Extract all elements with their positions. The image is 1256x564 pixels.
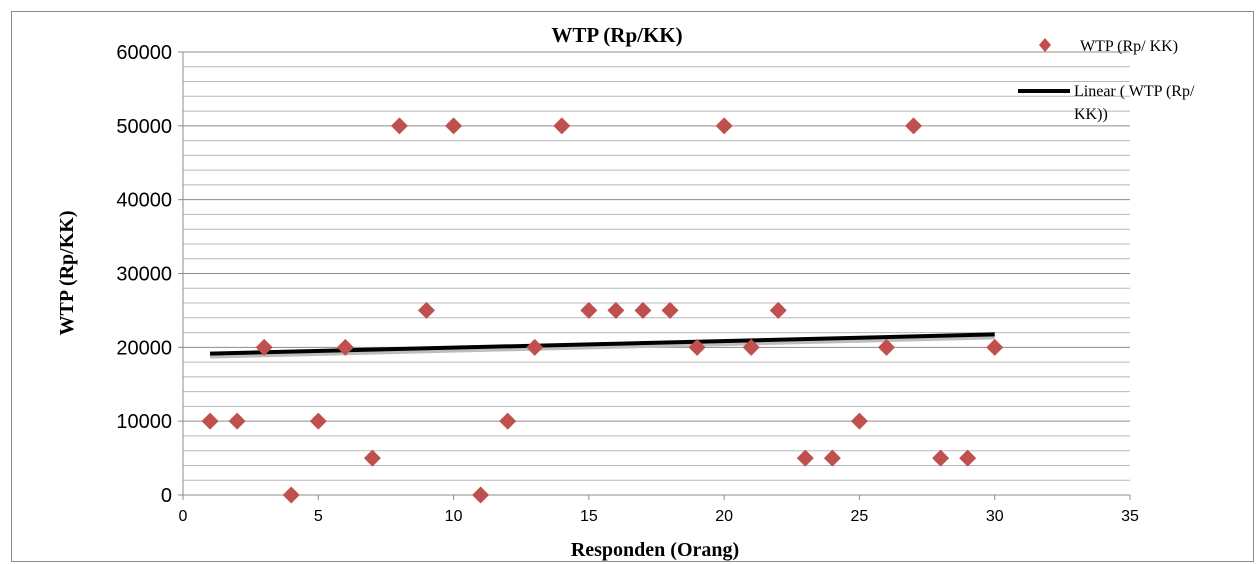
data-point: [905, 117, 923, 135]
y-axis-title: WTP (Rp/KK): [56, 210, 78, 335]
data-point: [850, 412, 868, 430]
y-tick-label: 10000: [116, 411, 172, 433]
data-point: [336, 338, 354, 356]
trendline-layer: [210, 332, 995, 359]
data-points: [201, 117, 1004, 504]
legend: WTP (Rp/ KK) Linear ( WTP (Rp/ KK)): [1018, 38, 1195, 123]
x-tick-label: 25: [851, 508, 869, 525]
x-tick-label: 35: [1121, 508, 1139, 525]
data-point: [363, 449, 381, 467]
data-point: [553, 117, 571, 135]
x-tick-label: 5: [314, 508, 323, 525]
data-point: [769, 301, 787, 319]
legend-label-series: WTP (Rp/ KK): [1080, 38, 1178, 55]
data-point: [688, 338, 706, 356]
chart-title: WTP (Rp/KK): [551, 23, 682, 47]
chart-frame: [11, 11, 1254, 562]
y-tick-label: 0: [161, 485, 172, 507]
x-axis-title: Responden (Orang): [571, 539, 739, 561]
x-tick-label: 30: [986, 508, 1004, 525]
y-tick-label: 50000: [116, 116, 172, 138]
data-point: [580, 301, 598, 319]
legend-label-trendline-2: KK)): [1074, 106, 1108, 123]
data-point: [390, 117, 408, 135]
data-point: [715, 117, 733, 135]
y-tick-label: 20000: [116, 337, 172, 359]
y-tick-label: 40000: [116, 190, 172, 212]
data-point: [309, 412, 327, 430]
data-point: [959, 449, 977, 467]
data-point: [932, 449, 950, 467]
gridlines: [183, 51, 1130, 481]
axes: [178, 51, 1131, 500]
trendline: [210, 332, 995, 356]
y-tick-label: 30000: [116, 264, 172, 286]
data-point: [634, 301, 652, 319]
data-point: [499, 412, 517, 430]
data-point: [661, 301, 679, 319]
data-point: [526, 338, 544, 356]
data-point: [742, 338, 760, 356]
data-point: [282, 486, 300, 504]
legend-marker-diamond: [1039, 38, 1051, 52]
data-point: [418, 301, 436, 319]
x-tick-label: 10: [445, 508, 463, 525]
trendline-shadow: [210, 335, 995, 359]
x-tick-label: 15: [580, 508, 598, 525]
data-point: [796, 449, 814, 467]
data-point: [255, 338, 273, 356]
y-tick-label: 60000: [116, 42, 172, 64]
data-point: [986, 338, 1004, 356]
x-tick-label: 20: [715, 508, 733, 525]
data-point: [472, 486, 490, 504]
data-point: [445, 117, 463, 135]
data-point: [607, 301, 625, 319]
tick-labels: 0 10000 20000 30000 40000 50000 60000 0 5 10 15 20 2…: [116, 42, 1139, 525]
data-point: [201, 412, 219, 430]
data-point: [877, 338, 895, 356]
data-point: [823, 449, 841, 467]
legend-label-trendline-1: Linear ( WTP (Rp/: [1074, 83, 1195, 100]
x-tick-label: 0: [179, 508, 188, 525]
data-point: [228, 412, 246, 430]
